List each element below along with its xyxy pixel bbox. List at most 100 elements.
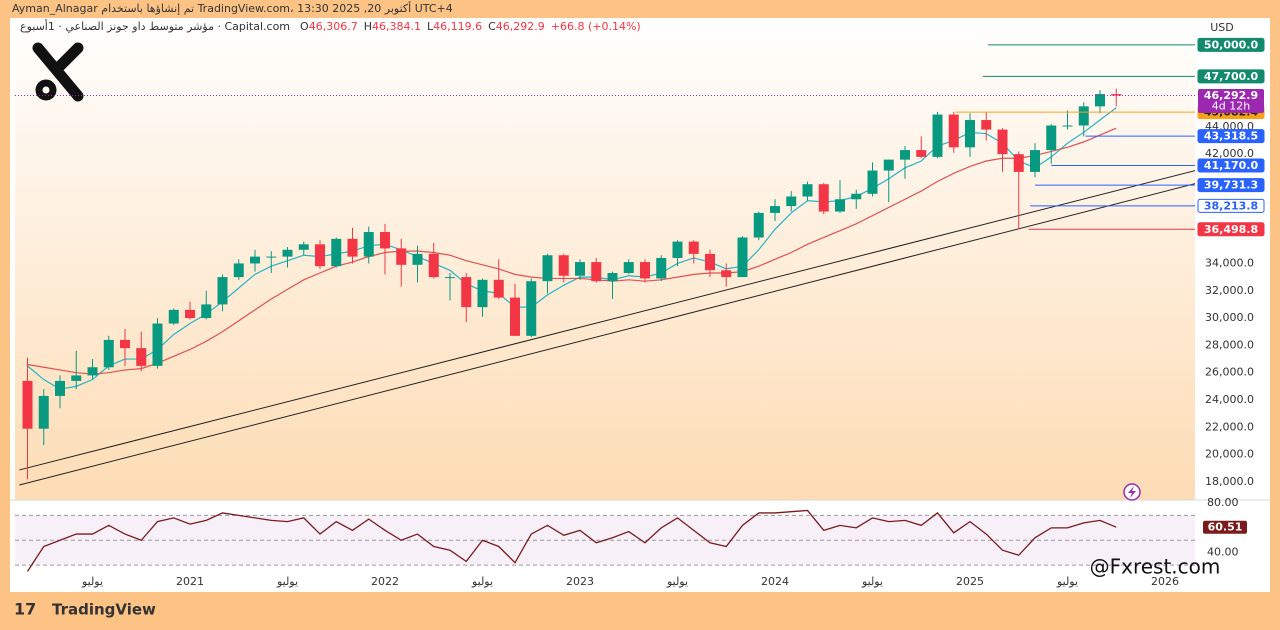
price-label: 46,292.9 [1204,89,1258,102]
candle-body [168,309,179,324]
level-box [1197,178,1265,193]
level-box [1197,37,1265,52]
candle-body [640,262,650,279]
symbol-legend: مؤشر متوسط داو جونز الصناعي · 1أسبوع · C… [20,19,641,33]
candle-body [363,232,374,257]
y-tick-label: 32,000.0 [1205,284,1254,297]
main-pane [15,44,1195,486]
moving-average [27,127,1117,375]
y-tick-label: 22,000.0 [1205,420,1254,433]
x-tick-label: يوليو [1056,575,1078,588]
candle-body [396,248,407,265]
candle-body [981,120,992,130]
symbol: مؤشر متوسط داو جونز الصناعي · 1أسبوع · C… [20,19,290,33]
candle-body [948,114,959,148]
candle-body [1111,94,1122,96]
candle-body [1062,125,1073,127]
brand: TradingView [52,601,156,619]
level-label: 47,700.0 [1204,70,1259,83]
x-tick-label: يوليو [81,575,103,588]
countdown: 4d 12h [1212,100,1250,113]
logo-stroke [32,42,84,102]
candle-body [591,262,602,282]
ohlc-value: 46,384.1 [372,20,421,33]
candle-body [412,253,423,265]
candle-body [1030,150,1040,172]
x-tick-label: 2025 [956,575,984,588]
candle-body [867,170,878,194]
logo [32,42,84,102]
ohlc-value: 46,292.9 [496,20,545,33]
candle-body [721,270,732,278]
ohlc-key: C [488,20,496,33]
candle-body [266,256,277,258]
candle-body [87,367,98,376]
axes: 18,000.0 20,000.0 22,000.0 24,000.0 26,000.0… [81,37,1265,588]
candle-body [575,262,585,276]
candle-body [770,206,780,213]
candle-body [851,193,862,200]
ohlc-value: 46,306.7 [309,20,358,33]
candle-body [38,395,49,429]
candle-body [753,212,764,238]
candle-body [883,159,894,171]
level-label: 50,000.0 [1204,38,1259,51]
candle-body [932,114,943,157]
rsi-tick-label: 40.00 [1207,546,1239,559]
candle-body [1095,94,1105,107]
rsi-line [26,509,1117,572]
y-tick-label: 20,000.0 [1205,448,1254,461]
candle-body [71,375,82,381]
candle-body [1046,125,1057,151]
candle-body [233,263,244,278]
x-tick-label: 2023 [566,575,594,588]
candle-body [428,253,439,278]
x-tick-label: يوليو [276,575,298,588]
candle-body [282,249,293,257]
candle-body [705,253,715,271]
level-label: 41,170.0 [1204,159,1259,172]
candle-body [916,150,927,157]
candle-body [656,257,667,279]
candle-body [493,279,504,298]
rsi-pane [15,509,1195,572]
candle-body [103,339,114,368]
x-tick-label: يوليو [666,575,688,588]
change: +66.8 (+0.14%) [551,20,641,33]
candle-body [965,120,975,148]
candle-body [120,339,130,349]
y-tick-label: 18,000.0 [1205,475,1254,488]
y-tick-label: 34,000.0 [1205,256,1254,269]
rsi-label: 60.51 [1208,521,1243,534]
candle-body [380,232,390,249]
candle-body [623,262,634,273]
candle-body [152,323,163,366]
candle-body [201,304,212,319]
logo-dot [35,79,57,101]
plot-area [15,18,1195,500]
candle-body [347,238,358,257]
candle-body [250,256,260,264]
rsi-box [1203,520,1247,534]
candle-body [477,279,488,308]
candle-body [136,348,147,366]
candle-body [185,309,195,319]
level-label: 38,213.8 [1204,199,1258,212]
level-label: 43,318.5 [1204,130,1258,143]
level-label: 36,498.8 [1204,223,1258,236]
candle-body [510,297,520,336]
candle-body [445,277,455,279]
candle-body [997,129,1008,155]
y-tick-label: 30,000.0 [1205,311,1254,324]
price-box [1198,89,1264,114]
candle-body [737,237,748,278]
author-line: Ayman_Alnagar تم إنشاؤها باستخدام Tradin… [12,1,453,15]
candle-body [818,184,829,212]
x-tick-label: 2022 [371,575,399,588]
level-box [1197,129,1265,144]
ohlc-key: O [300,20,309,33]
candle-body [315,244,325,267]
candle-body [461,277,472,308]
